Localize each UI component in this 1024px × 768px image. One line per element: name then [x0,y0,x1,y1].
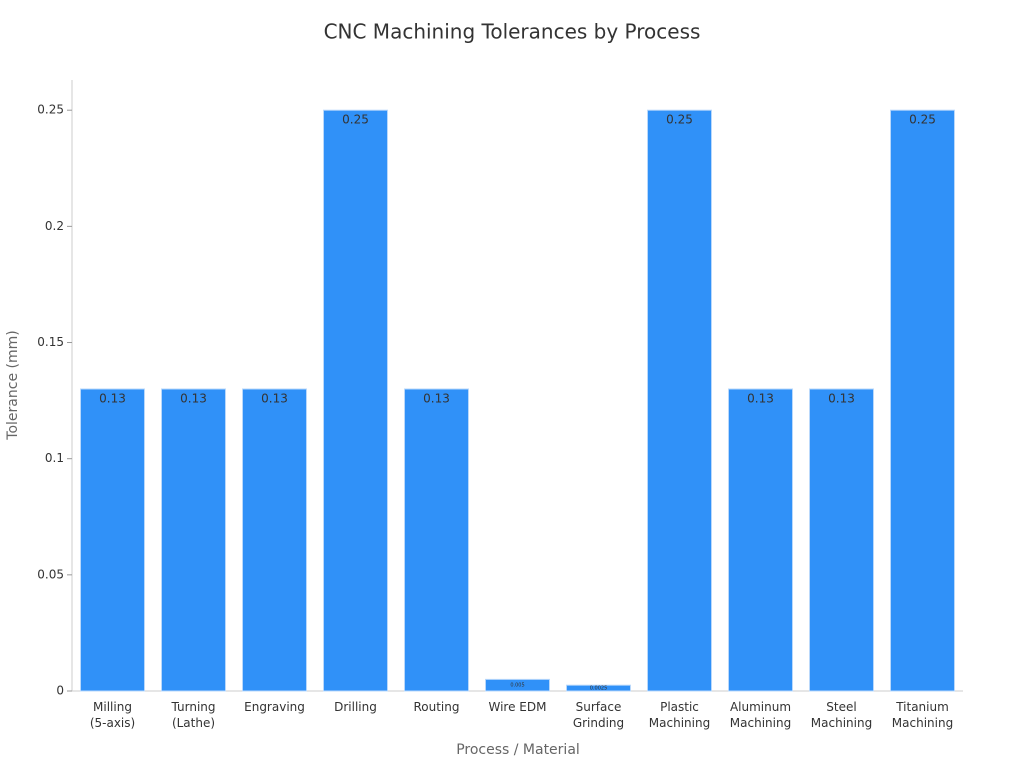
x-tick-label: Routing [413,700,459,714]
value-label: 0.13 [99,391,126,405]
bar [728,388,793,692]
bar [566,684,631,692]
y-tick-label: 0 [56,684,64,698]
bar [242,388,307,692]
x-tick-label: Milling (5-axis) [90,700,135,730]
x-tick-label: Engraving [244,700,305,714]
bar [323,109,388,692]
y-axis-title: Tolerance (mm) [5,330,21,440]
x-tick-label: Plastic Machining [649,700,710,730]
value-label: 0.13 [180,391,207,405]
value-label: 0.005 [510,683,524,689]
value-label: 0.13 [747,391,774,405]
x-axis-title: Process / Material [456,742,580,758]
chart-title: CNC Machining Tolerances by Process [324,20,701,44]
bar [80,388,145,692]
value-label: 0.25 [909,113,936,127]
x-tick-label: Turning (Lathe) [171,700,216,730]
bar [485,678,550,692]
bar [161,388,226,692]
value-label: 0.13 [828,391,855,405]
bar [809,388,874,692]
value-label: 0.0025 [590,686,608,692]
bar [890,109,955,692]
bar [404,388,469,692]
y-tick-label: 0.1 [45,451,64,465]
bar [647,109,712,692]
x-tick-label: Surface Grinding [573,700,624,730]
value-label: 0.13 [423,391,450,405]
y-tick-label: 0.15 [37,335,64,349]
value-label: 0.13 [261,391,288,405]
x-tick-label: Aluminum Machining [730,700,791,730]
x-tick-label: Steel Machining [811,700,872,730]
x-tick-label: Drilling [334,700,377,714]
y-tick-label: 0.05 [37,567,64,581]
x-tick-label: Titanium Machining [892,700,953,730]
x-tick-label: Wire EDM [489,700,547,714]
y-tick-label: 0.25 [37,103,64,117]
value-label: 0.25 [666,113,693,127]
y-tick-label: 0.2 [45,219,64,233]
value-label: 0.25 [342,113,369,127]
